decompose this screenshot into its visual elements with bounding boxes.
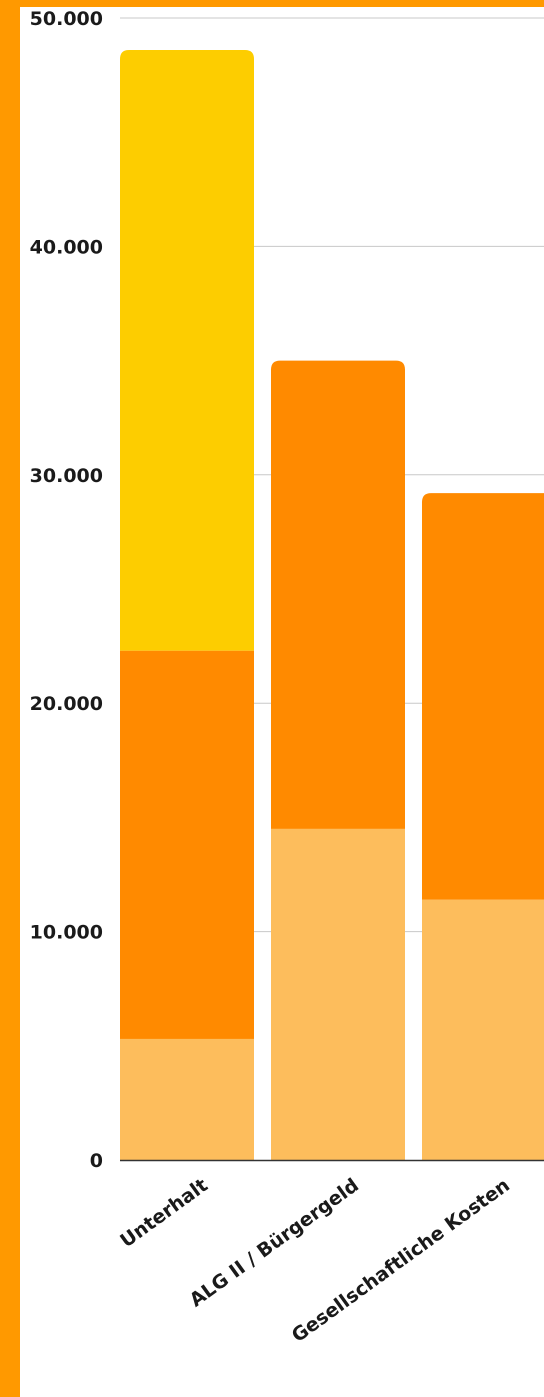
- y-tick-label: 50.000: [30, 8, 103, 30]
- bar-stack: [271, 360, 405, 1160]
- bar-segment: [271, 360, 405, 829]
- y-tick-label: 0: [90, 1150, 103, 1172]
- top-accent-strip: [0, 0, 544, 7]
- bar-segment: [120, 49, 254, 651]
- left-accent-strip: [0, 0, 20, 1397]
- bars: [120, 49, 544, 1160]
- bar-segment: [422, 899, 544, 1160]
- y-tick-label: 10.000: [30, 922, 103, 944]
- bar-segment: [120, 1038, 254, 1160]
- y-tick-label: 40.000: [30, 236, 103, 258]
- bar-segment: [422, 493, 544, 900]
- y-tick-label: 20.000: [30, 693, 103, 715]
- bar-segment: [120, 650, 254, 1039]
- y-tick-label: 30.000: [30, 465, 103, 487]
- bar-segment: [271, 828, 405, 1160]
- bar-stack: [120, 49, 254, 1160]
- y-axis-tick-labels: 0 10.000 20.000 30.000 40.000 50.000: [30, 8, 103, 1172]
- x-category-label: ALG II / Bürgergeld: [186, 1174, 363, 1311]
- bar-stack: [422, 493, 544, 1160]
- x-category-label: Unterhalt: [116, 1174, 212, 1252]
